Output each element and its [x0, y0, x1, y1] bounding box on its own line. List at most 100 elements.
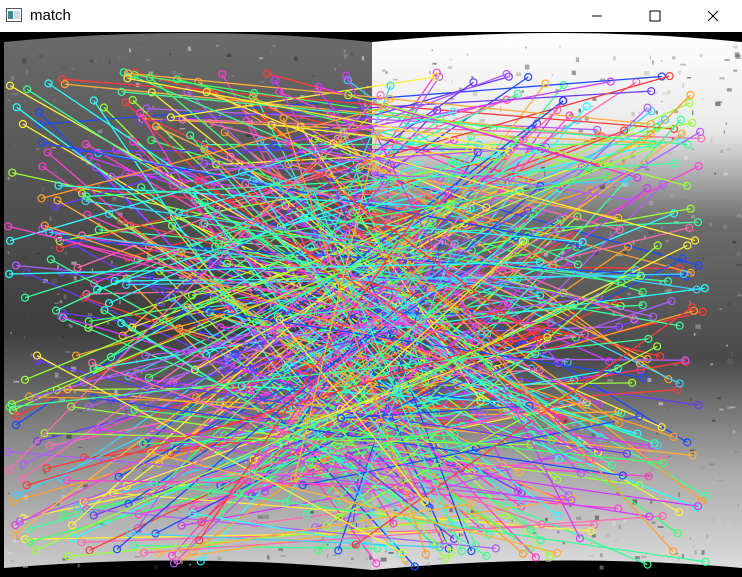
texture-speck — [334, 474, 340, 478]
keypoint-marker — [573, 260, 583, 269]
texture-speck — [515, 91, 522, 94]
keypoint-marker — [697, 496, 707, 505]
keypoint-marker — [675, 321, 684, 330]
texture-speck — [231, 75, 235, 77]
match-line — [198, 214, 417, 541]
keypoint-marker — [290, 474, 299, 483]
texture-speck — [57, 293, 60, 295]
keypoint-marker — [447, 548, 456, 557]
texture-speck — [562, 541, 566, 545]
keypoint-marker — [12, 103, 21, 112]
keypoint-marker — [602, 172, 611, 181]
texture-speck — [280, 555, 286, 557]
keypoint-marker — [167, 551, 177, 560]
texture-speck — [342, 543, 348, 545]
match-line — [239, 355, 463, 495]
texture-speck — [262, 151, 269, 153]
keypoint-marker — [72, 502, 82, 511]
texture-speck — [443, 553, 449, 556]
texture-speck — [394, 507, 399, 510]
texture-speck — [605, 203, 607, 207]
keypoint-marker — [694, 162, 703, 171]
keypoint-marker — [410, 562, 419, 571]
keypoint-marker — [467, 546, 476, 556]
keypoint-marker — [6, 236, 15, 245]
texture-speck — [544, 517, 548, 521]
texture-speck — [563, 419, 569, 424]
keypoint-marker — [385, 408, 395, 417]
texture-speck — [685, 418, 687, 420]
texture-speck — [179, 150, 186, 154]
texture-speck — [638, 292, 644, 295]
texture-speck — [177, 72, 183, 75]
texture-speck — [503, 288, 509, 293]
match-line — [86, 508, 496, 550]
texture-speck — [638, 112, 640, 114]
texture-speck — [659, 280, 662, 284]
keypoint-marker — [88, 358, 97, 367]
match-line — [61, 316, 391, 413]
texture-speck — [662, 536, 665, 538]
texture-speck — [215, 44, 219, 48]
texture-speck — [609, 231, 612, 236]
match-line — [148, 221, 433, 379]
texture-speck — [729, 406, 736, 408]
texture-speck — [612, 311, 616, 316]
texture-speck — [690, 275, 694, 281]
keypoint-marker — [400, 301, 409, 310]
keypoint-marker — [129, 137, 138, 146]
keypoint-marker — [5, 465, 14, 474]
keypoint-marker — [471, 379, 481, 388]
texture-speck — [414, 170, 417, 172]
match-line — [111, 330, 394, 401]
texture-speck — [49, 216, 52, 221]
keypoint-marker — [260, 112, 269, 121]
keypoint-marker — [636, 271, 645, 280]
minimize-button[interactable] — [568, 0, 626, 32]
keypoint-marker — [652, 342, 662, 351]
keypoint-marker — [657, 423, 666, 432]
keypoint-marker — [607, 460, 616, 470]
texture-speck — [435, 124, 438, 127]
texture-speck — [361, 56, 365, 61]
keypoint-marker — [452, 156, 461, 165]
match-line — [89, 299, 618, 551]
texture-speck — [576, 516, 582, 520]
texture-speck — [578, 108, 581, 113]
texture-speck — [447, 65, 453, 70]
match-line — [303, 180, 629, 192]
texture-speck — [58, 514, 62, 516]
texture-speck — [381, 69, 386, 73]
keypoint-marker — [694, 261, 703, 270]
title-bar[interactable]: match — [0, 0, 742, 32]
texture-speck — [69, 273, 75, 277]
texture-speck — [516, 379, 521, 381]
texture-speck — [431, 49, 434, 51]
keypoint-marker — [518, 497, 527, 506]
keypoint-marker — [231, 349, 240, 359]
match-line — [279, 319, 426, 502]
keypoint-marker — [203, 306, 212, 315]
texture-speck — [24, 336, 26, 339]
keypoint-marker — [553, 226, 563, 235]
match-line — [288, 163, 691, 274]
texture-speck — [631, 111, 635, 117]
match-line — [8, 451, 572, 501]
texture-speck — [279, 269, 285, 272]
texture-speck — [703, 258, 705, 260]
texture-speck — [639, 346, 641, 349]
keypoint-marker — [186, 131, 195, 140]
texture-speck — [210, 299, 214, 304]
texture-speck — [71, 261, 77, 265]
maximize-button[interactable] — [626, 0, 684, 32]
texture-speck — [682, 82, 685, 88]
keypoint-marker — [67, 521, 77, 530]
texture-speck — [625, 238, 627, 241]
match-line — [352, 232, 620, 425]
keypoint-marker — [314, 545, 323, 555]
close-button[interactable] — [684, 0, 742, 32]
texture-speck — [726, 523, 729, 526]
keypoint-marker — [275, 315, 284, 324]
keypoint-marker — [4, 447, 13, 456]
match-line — [108, 164, 418, 304]
